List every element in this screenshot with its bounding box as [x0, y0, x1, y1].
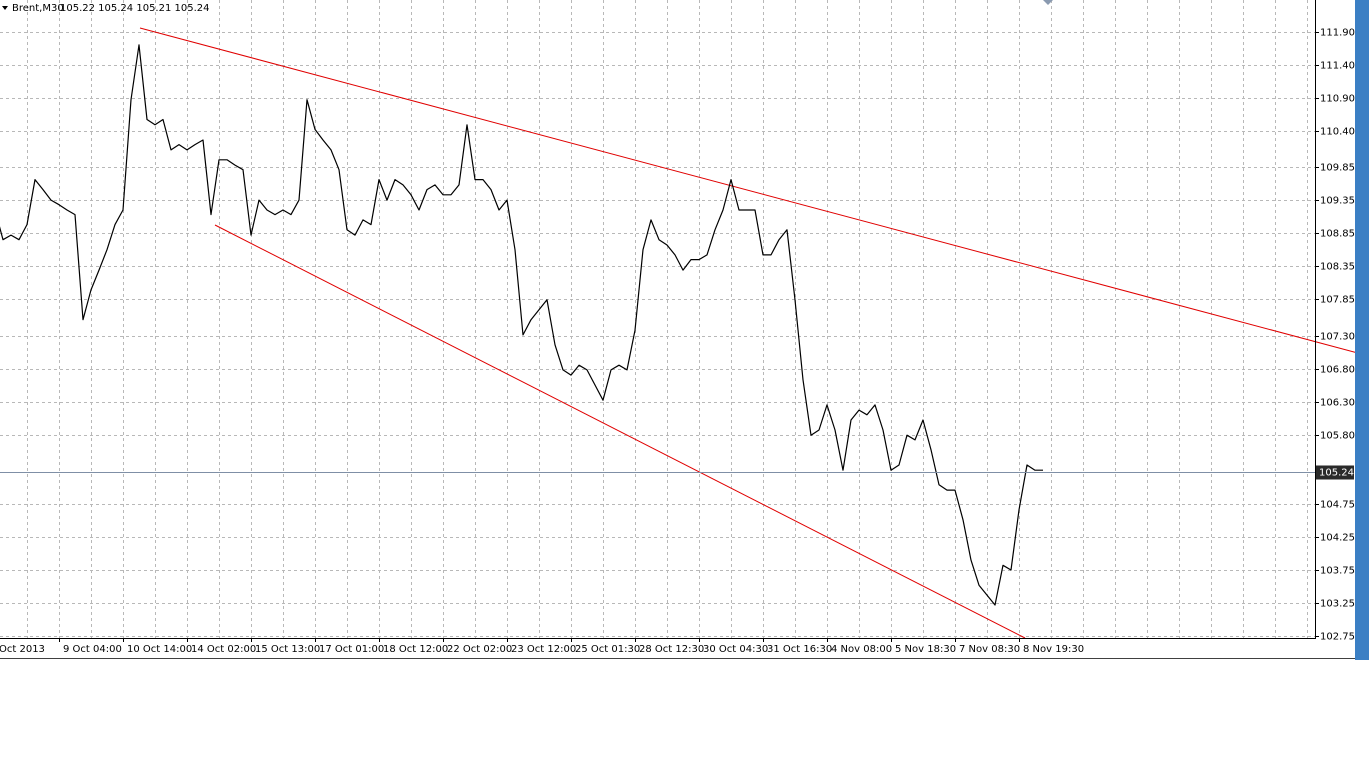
x-tick-label: 9 Oct 04:00: [63, 644, 122, 655]
x-tick-label: 15 Oct 13:00: [255, 644, 320, 655]
x-tick-label: 31 Oct 16:30: [767, 644, 832, 655]
y-tick-label: 111.90: [1320, 28, 1355, 39]
x-tick-label: 4 Nov 08:00: [831, 644, 892, 655]
symbol-label: Brent,M30: [12, 3, 64, 14]
y-tick-label: 109.85: [1320, 163, 1355, 174]
x-tick-label: 28 Oct 12:30: [639, 644, 704, 655]
x-tick-label: 5 Nov 18:30: [895, 644, 956, 655]
trend-line: [214, 224, 1026, 639]
y-tick-label: 104.75: [1320, 500, 1355, 511]
x-tick-label: 25 Oct 01:30: [575, 644, 640, 655]
y-tick-label: 107.85: [1320, 295, 1355, 306]
y-tick-label: 108.35: [1320, 262, 1355, 273]
y-tick-label: 111.40: [1320, 61, 1355, 72]
x-tick-label: 22 Oct 02:00: [447, 644, 512, 655]
y-tick-label: 106.30: [1320, 398, 1355, 409]
x-tick-label: 14 Oct 02:00: [191, 644, 256, 655]
y-tick-label: 105.80: [1320, 431, 1355, 442]
x-tick-label: 8 Nov 19:30: [1023, 644, 1084, 655]
y-tick-label: 110.40: [1320, 127, 1355, 138]
price-line: [0, 44, 1043, 606]
y-tick-label: 108.85: [1320, 229, 1355, 240]
scroll-marker: [1043, 0, 1053, 5]
y-tick-label: 109.35: [1320, 196, 1355, 207]
x-tick-label: Oct 2013: [0, 644, 45, 655]
x-tick-label: 7 Nov 08:30: [959, 644, 1020, 655]
x-tick-label: 18 Oct 12:00: [383, 644, 448, 655]
y-tick-label: 110.90: [1320, 94, 1355, 105]
x-tick-label: 17 Oct 01:00: [319, 644, 384, 655]
current-price-label: 105.24: [1319, 468, 1354, 479]
grid: [0, 0, 1315, 638]
y-tick-label: 103.25: [1320, 599, 1355, 610]
desktop-strip: [1355, 0, 1369, 660]
y-tick-label: 104.25: [1320, 533, 1355, 544]
y-tick-label: 107.30: [1320, 332, 1355, 343]
menu-arrow: [2, 6, 8, 10]
plot: [0, 44, 1315, 606]
trend-line: [139, 27, 1369, 357]
x-tick-label: 23 Oct 12:00: [511, 644, 576, 655]
ohlc-label: 105.22 105.24 105.21 105.24: [60, 3, 210, 14]
x-tick-label: 30 Oct 04:30: [703, 644, 768, 655]
y-tick-label: 106.80: [1320, 365, 1355, 376]
x-tick-label: 10 Oct 14:00: [127, 644, 192, 655]
y-tick-label: 103.75: [1320, 566, 1355, 577]
y-tick-label: 102.75: [1320, 632, 1355, 643]
current-price-box: [1316, 465, 1354, 480]
